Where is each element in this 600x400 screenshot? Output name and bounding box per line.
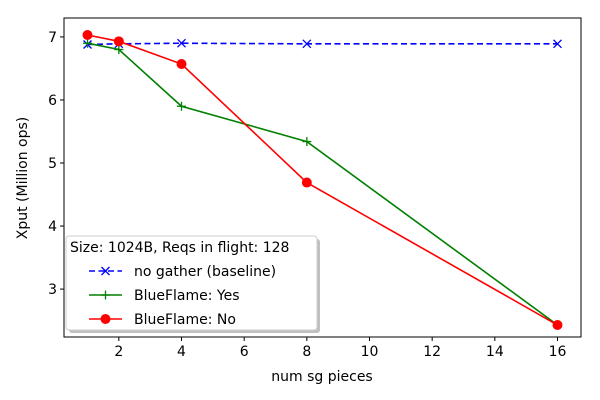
legend-entry-2: BlueFlame: Yes	[89, 288, 240, 304]
y-tick-label: 5	[48, 156, 57, 172]
y-tick-label: 6	[48, 93, 57, 109]
legend-box	[65, 235, 318, 331]
legend-entries: no gather (baseline) BlueFlame: Yes BlueFl…	[89, 264, 276, 328]
series-3-point-marker-circle	[301, 177, 312, 188]
series-1-point-marker-x	[177, 38, 186, 48]
legend-entry-1-label: no gather (baseline)	[134, 264, 276, 280]
series-3-point-marker-circle	[113, 36, 124, 47]
legend-entry-3: BlueFlame: No	[89, 312, 236, 328]
series-2-point-marker-plus	[114, 45, 124, 55]
x-tick-label: 4	[177, 344, 186, 360]
legend-entry-3-marker-circle	[100, 314, 111, 324]
legend-entry-3-label: BlueFlame: No	[134, 312, 236, 328]
series-2-point-marker-plus	[177, 101, 186, 111]
legend: Size: 1024B, Reqs in flight: 128 no gath…	[65, 235, 320, 333]
legend-entry-1: no gather (baseline)	[89, 264, 276, 280]
x-tick-label: 14	[486, 344, 504, 360]
series-3-point-marker-circle	[176, 59, 187, 70]
y-tick-label: 4	[48, 219, 57, 235]
series-1	[83, 38, 562, 49]
plot-frame	[63, 17, 582, 338]
y-axis-ticks: 3 4 5 6 7	[48, 30, 64, 298]
legend-entry-1-marker-x	[101, 266, 110, 276]
x-axis-label: num sg pieces	[271, 369, 372, 385]
x-tick-label: 8	[302, 344, 311, 360]
series-1-line	[87, 42, 558, 46]
y-tick-label: 7	[48, 30, 57, 46]
series-1-point-marker-x	[553, 39, 562, 49]
legend-title: Size: 1024B, Reqs in flight: 128	[70, 240, 289, 256]
series-3-point-marker-circle	[552, 320, 563, 331]
legend-entry-2-label: BlueFlame: Yes	[134, 288, 240, 304]
series-layer	[82, 30, 563, 331]
series-3	[82, 30, 563, 331]
x-tick-label: 6	[240, 344, 249, 360]
series-2-point-marker-plus	[302, 137, 312, 147]
x-tick-label: 2	[114, 344, 123, 360]
y-axis-label: Xput (Million ops)	[15, 117, 31, 240]
series-2	[83, 38, 562, 330]
series-3-point-marker-circle	[82, 30, 93, 41]
series-2-point-marker-plus	[83, 38, 92, 48]
x-tick-label: 16	[549, 344, 567, 360]
x-axis-ticks: 2 4 6 8 10 12 14 16	[114, 337, 566, 360]
series-1-point-marker-x	[302, 39, 312, 49]
legend-entry-2-marker-plus	[101, 290, 110, 300]
x-tick-label: 12	[423, 344, 441, 360]
x-tick-label: 10	[361, 344, 379, 360]
y-tick-label: 3	[48, 282, 57, 298]
